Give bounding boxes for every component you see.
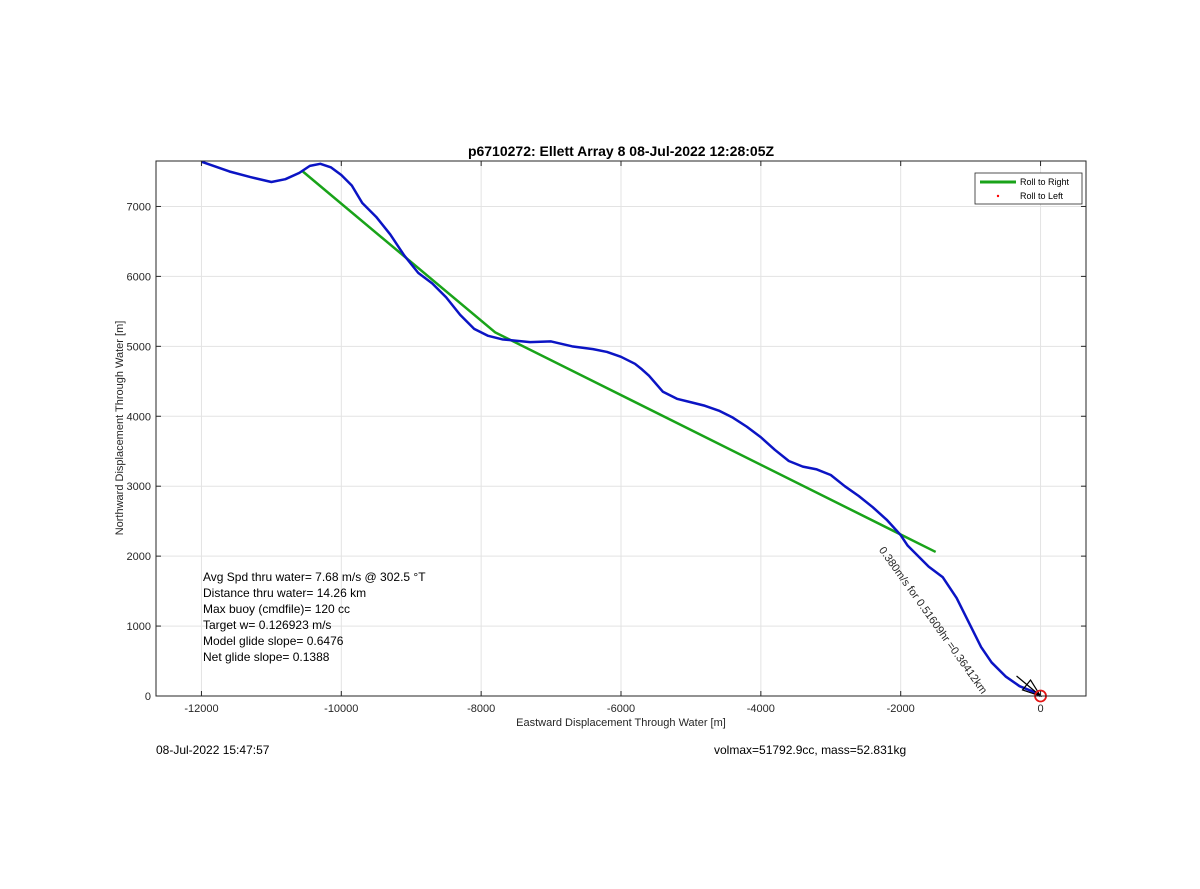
- stat-net-glide: Net glide slope= 0.1388: [203, 650, 330, 664]
- x-tick-label: -2000: [887, 703, 915, 715]
- footer-mass-info: volmax=51792.9cc, mass=52.831kg: [714, 743, 907, 757]
- stat-distance: Distance thru water= 14.26 km: [203, 586, 367, 600]
- y-tick-label: 6000: [127, 271, 151, 283]
- x-tick-label: -6000: [607, 703, 635, 715]
- y-tick-label: 2000: [127, 551, 151, 563]
- axis-ticks: -12000 -10000 -8000 -6000 -4000 -2000 0 0 1000 20…: [127, 161, 1086, 715]
- stats-block: Avg Spd thru water= 7.68 m/s @ 302.5 °T …: [203, 569, 426, 665]
- footer-timestamp: 08-Jul-2022 15:47:57: [156, 743, 270, 757]
- x-tick-label: 0: [1037, 703, 1043, 715]
- stat-avg-speed: Avg Spd thru water= 7.68 m/s @ 302.5 °T: [203, 570, 426, 584]
- legend: Roll to Right Roll to Left: [974, 172, 1083, 205]
- y-tick-label: 3000: [127, 481, 151, 493]
- stat-model-glide: Model glide slope= 0.6476: [203, 634, 344, 648]
- legend-swatch-roll-left: [996, 194, 1000, 198]
- series-roll-to-right: [302, 170, 937, 554]
- x-tick-label: -4000: [747, 703, 775, 715]
- stat-max-buoy: Max buoy (cmdfile)= 120 cc: [203, 602, 351, 616]
- legend-label-roll-right: Roll to Right: [1020, 177, 1070, 187]
- legend-box: [974, 172, 1083, 205]
- x-axis-label: Eastward Displacement Through Water [m]: [516, 717, 726, 729]
- stat-target-w: Target w= 0.126923 m/s: [203, 618, 332, 632]
- x-tick-label: -10000: [324, 703, 358, 715]
- current-arrow-label: 0.380m/s for 0.51609hr =0.36412km: [876, 545, 989, 697]
- y-tick-label: 7000: [127, 201, 151, 213]
- y-axis-label: Northward Displacement Through Water [m]: [114, 321, 126, 536]
- current-arrow-head: [1021, 678, 1042, 698]
- y-tick-label: 4000: [127, 411, 151, 423]
- legend-label-roll-left: Roll to Left: [1020, 191, 1064, 201]
- series-glider-track: [201, 160, 1042, 698]
- grid-lines: [156, 161, 1086, 697]
- y-tick-label: 1000: [127, 621, 151, 633]
- x-tick-label: -8000: [467, 703, 495, 715]
- y-tick-label: 0: [145, 691, 151, 703]
- x-tick-label: -12000: [184, 703, 218, 715]
- y-tick-label: 5000: [127, 341, 151, 353]
- chart-title: p6710272: Ellett Array 8 08-Jul-2022 12:…: [468, 143, 775, 159]
